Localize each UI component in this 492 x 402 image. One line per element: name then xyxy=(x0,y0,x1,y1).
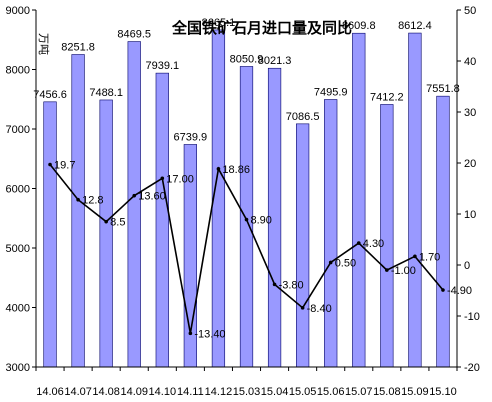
bar-value-label: 8050.9 xyxy=(230,53,264,65)
left-tick-label: 3000 xyxy=(6,362,30,374)
x-tick-label: 15.07 xyxy=(345,386,373,398)
right-tick-label: 40 xyxy=(464,56,476,68)
left-tick-label: 6000 xyxy=(6,184,30,196)
bar-value-label: 8609.8 xyxy=(342,20,376,32)
left-tick-label: 8000 xyxy=(6,65,30,77)
left-axis-unit: 万吨 xyxy=(37,33,50,55)
yoy-point-14.11 xyxy=(188,331,193,336)
x-tick-label: 14.12 xyxy=(205,386,233,398)
yoy-value-label: -1.00 xyxy=(391,265,416,277)
yoy-point-14.09 xyxy=(132,193,137,198)
x-tick-label: 15.09 xyxy=(401,386,429,398)
yoy-value-label: -8.40 xyxy=(307,303,332,315)
bar-15.10 xyxy=(436,95,450,368)
yoy-point-15.06 xyxy=(328,260,333,265)
yoy-value-label: -3.80 xyxy=(279,279,304,291)
yoy-point-14.12 xyxy=(216,167,221,171)
yoy-point-14.08 xyxy=(104,219,108,224)
yoy-point-15.05 xyxy=(300,306,305,310)
x-tick-label: 15.06 xyxy=(317,386,345,398)
left-tick-label: 9000 xyxy=(6,5,30,17)
bar-14.07 xyxy=(71,54,85,368)
x-tick-label: 14.07 xyxy=(64,386,92,398)
yoy-value-label: 17.00 xyxy=(166,173,194,185)
yoy-value-label: 13.60 xyxy=(138,191,166,203)
yoy-point-15.10 xyxy=(441,288,445,292)
right-tick-label: 0 xyxy=(464,260,470,272)
bar-value-label: 8665.1 xyxy=(202,17,236,29)
right-tick-label: 20 xyxy=(464,158,476,170)
x-tick-label: 14.09 xyxy=(120,386,148,398)
yoy-value-label: 8.5 xyxy=(110,217,125,229)
bar-value-label: 8251.8 xyxy=(61,42,95,54)
x-tick-label: 14.10 xyxy=(149,386,177,398)
bar-15.06 xyxy=(324,99,338,368)
yoy-point-14.07 xyxy=(76,197,80,202)
left-tick-label: 5000 xyxy=(6,243,30,255)
yoy-value-label: 4.30 xyxy=(363,238,384,250)
x-tick-label: 14.11 xyxy=(177,386,204,398)
bar-14.06 xyxy=(43,101,57,368)
yoy-value-label: 18.86 xyxy=(222,164,250,176)
left-tick-label: 4000 xyxy=(6,303,30,315)
right-tick-label: 30 xyxy=(464,107,476,119)
bar-14.08 xyxy=(99,99,113,368)
yoy-point-15.04 xyxy=(272,282,277,287)
bar-value-label: 7086.5 xyxy=(286,111,320,123)
right-tick-label: -10 xyxy=(464,311,480,323)
bar-15.09 xyxy=(408,32,422,368)
yoy-point-15.08 xyxy=(385,268,389,272)
yoy-value-label: 0.50 xyxy=(335,257,356,269)
bar-value-label: 7551.8 xyxy=(426,83,460,95)
bar-15.05 xyxy=(296,123,310,368)
yoy-value-label: -13.40 xyxy=(194,328,225,340)
yoy-point-15.09 xyxy=(413,254,417,259)
x-tick-label: 14.06 xyxy=(36,386,64,398)
yoy-value-label: 1.70 xyxy=(419,251,440,263)
right-tick-label: 50 xyxy=(464,5,476,17)
yoy-point-15.03 xyxy=(244,217,249,222)
bar-value-label: 8612.4 xyxy=(398,20,432,32)
yoy-point-14.06 xyxy=(48,162,52,167)
bar-14.09 xyxy=(127,41,141,368)
yoy-value-label: 19.7 xyxy=(54,160,75,172)
x-tick-label: 15.05 xyxy=(289,386,317,398)
x-tick-label: 14.08 xyxy=(92,386,120,398)
right-tick-label: -20 xyxy=(464,362,480,374)
bar-value-label: 6739.9 xyxy=(174,131,208,143)
x-tick-label: 15.10 xyxy=(429,386,457,398)
bar-value-label: 7488.1 xyxy=(89,87,123,99)
bar-14.10 xyxy=(155,72,169,368)
yoy-value-label: -4.90 xyxy=(447,285,472,297)
bar-value-label: 7412.2 xyxy=(370,91,404,103)
bar-value-label: 7456.6 xyxy=(33,89,67,101)
chart-title: 全国铁矿石月进口量及同比 xyxy=(171,19,352,37)
right-tick-label: 10 xyxy=(464,209,476,221)
x-tick-label: 15.04 xyxy=(261,386,289,398)
bar-value-label: 8469.5 xyxy=(117,29,151,41)
yoy-value-label: 8.90 xyxy=(251,215,272,227)
x-tick-label: 15.03 xyxy=(233,386,261,398)
yoy-point-15.07 xyxy=(356,241,361,245)
left-tick-label: 7000 xyxy=(6,124,30,136)
yoy-point-14.10 xyxy=(160,176,165,181)
bar-value-label: 7495.9 xyxy=(314,86,348,98)
yoy-value-label: 12.8 xyxy=(82,195,103,207)
bar-15.07 xyxy=(352,32,366,368)
bar-15.08 xyxy=(380,104,394,368)
bar-value-label: 8021.3 xyxy=(258,55,292,67)
bar-value-label: 7939.1 xyxy=(145,60,179,72)
x-tick-label: 15.08 xyxy=(373,386,401,398)
